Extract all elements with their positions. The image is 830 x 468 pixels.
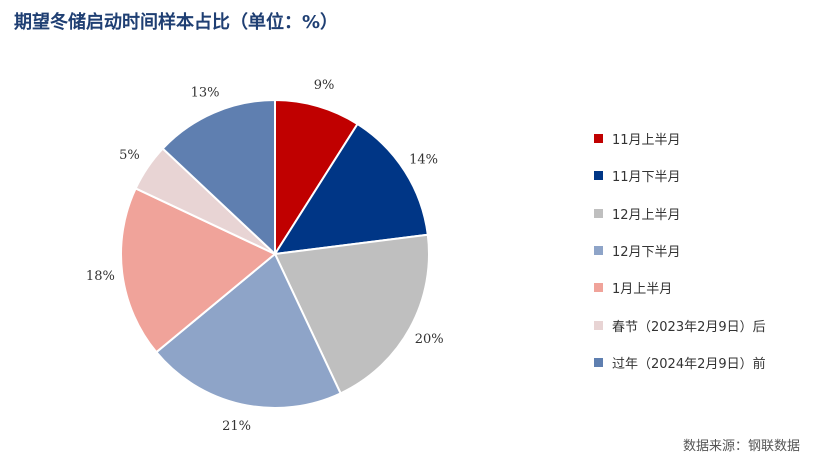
legend-swatch — [594, 134, 603, 144]
slice-percent-label: 14% — [409, 153, 438, 168]
legend-label: 12月下半月 — [612, 245, 681, 261]
data-source-note: 数据来源：钢联数据 — [682, 439, 800, 454]
slice-percent-label: 5% — [119, 148, 140, 163]
legend-swatch — [594, 320, 603, 330]
legend-item: 1月上半月 — [594, 269, 766, 306]
pie-slice — [273, 122, 429, 256]
legend-swatch — [594, 171, 603, 181]
pie-slice — [154, 252, 342, 409]
legend-item: 过年（2024年2月9日）前 — [594, 344, 766, 381]
pie-slice — [273, 233, 430, 395]
slice-percent-label: 20% — [415, 332, 444, 347]
legend-label: 春节（2023年2月9日）后 — [612, 319, 766, 335]
legend-item: 12月上半月 — [594, 195, 766, 232]
slice-percent-label: 21% — [222, 419, 251, 434]
slice-percent-label: 13% — [191, 85, 220, 100]
legend-label: 过年（2024年2月9日）前 — [612, 356, 766, 372]
legend-swatch — [594, 357, 603, 367]
legend: 11月上半月 11月下半月 12月上半月 12月下半月 1月上半月 春节（202… — [594, 120, 766, 381]
legend-label: 1月上半月 — [612, 282, 673, 298]
legend-item: 11月下半月 — [594, 157, 766, 194]
slice-percent-label: 18% — [86, 269, 115, 284]
slice-percent-label: 9% — [314, 78, 335, 93]
legend-item: 春节（2023年2月9日）后 — [594, 306, 766, 343]
legend-label: 12月上半月 — [612, 207, 681, 223]
legend-swatch — [594, 283, 603, 293]
legend-label: 11月下半月 — [612, 170, 681, 186]
legend-swatch — [594, 208, 603, 218]
legend-swatch — [594, 246, 603, 256]
legend-label: 11月上半月 — [612, 133, 681, 149]
legend-item: 12月下半月 — [594, 232, 766, 269]
pie-slice — [161, 98, 276, 257]
legend-item: 11月上半月 — [594, 120, 766, 157]
chart-title: 期望冬储启动时间样本占比（单位：%） — [14, 12, 339, 33]
pie-slice — [274, 98, 359, 258]
pie-slice — [120, 187, 277, 354]
